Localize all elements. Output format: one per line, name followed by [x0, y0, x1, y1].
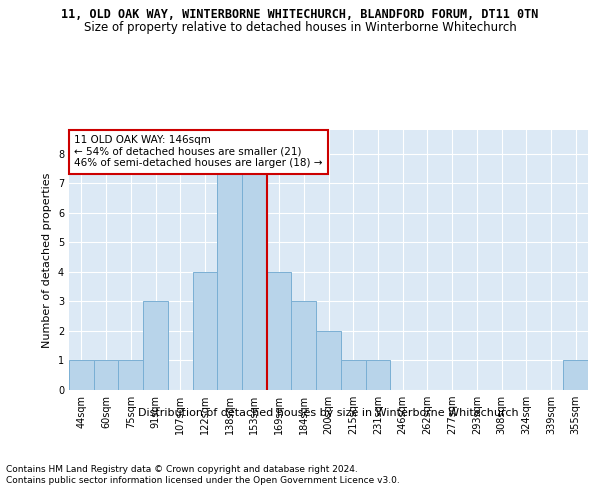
Bar [217, 154, 242, 390]
Bar [242, 154, 267, 390]
Bar [341, 360, 365, 390]
Bar [143, 302, 168, 390]
Text: 11 OLD OAK WAY: 146sqm
← 54% of detached houses are smaller (21)
46% of semi-det: 11 OLD OAK WAY: 146sqm ← 54% of detached… [74, 135, 323, 168]
Bar [292, 302, 316, 390]
Text: 11, OLD OAK WAY, WINTERBORNE WHITECHURCH, BLANDFORD FORUM, DT11 0TN: 11, OLD OAK WAY, WINTERBORNE WHITECHURCH… [61, 8, 539, 20]
Bar [267, 272, 292, 390]
Y-axis label: Number of detached properties: Number of detached properties [43, 172, 52, 348]
Bar [365, 360, 390, 390]
Bar [118, 360, 143, 390]
Bar [316, 331, 341, 390]
Bar [193, 272, 217, 390]
Text: Contains HM Land Registry data © Crown copyright and database right 2024.: Contains HM Land Registry data © Crown c… [6, 465, 358, 474]
Text: Distribution of detached houses by size in Winterborne Whitechurch: Distribution of detached houses by size … [139, 408, 519, 418]
Text: Contains public sector information licensed under the Open Government Licence v3: Contains public sector information licen… [6, 476, 400, 485]
Bar [94, 360, 118, 390]
Bar [69, 360, 94, 390]
Bar [563, 360, 588, 390]
Text: Size of property relative to detached houses in Winterborne Whitechurch: Size of property relative to detached ho… [83, 21, 517, 34]
